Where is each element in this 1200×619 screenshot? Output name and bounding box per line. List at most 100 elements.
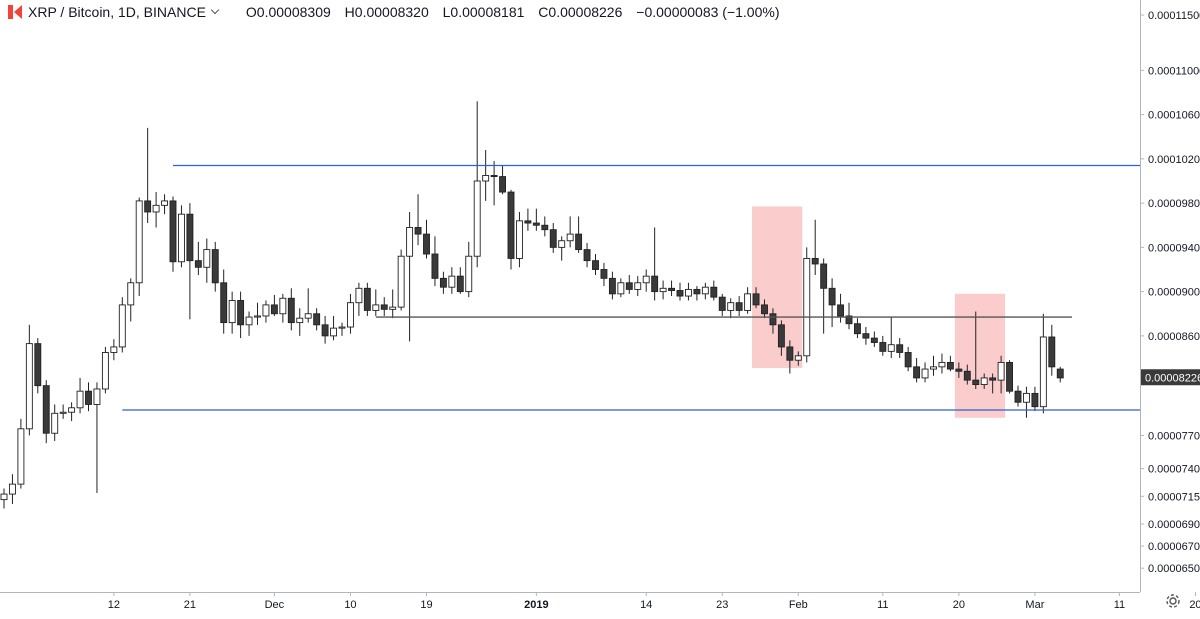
time-axis[interactable]: 12 21 Dec 10 19 2019 14 23 Feb 11 20 Mar 11 20	[108, 592, 1200, 611]
candle-up	[465, 255, 473, 293]
candle-up	[938, 361, 946, 368]
candle-down	[870, 337, 878, 343]
candle-down	[456, 275, 464, 293]
candle-down	[837, 304, 844, 317]
candle-up	[330, 327, 337, 337]
candle-up	[803, 257, 811, 357]
candle-up	[118, 304, 126, 348]
candle-down	[710, 286, 718, 298]
close-value: C0.00008226	[538, 4, 623, 20]
candle-up	[397, 255, 405, 308]
candle-up	[355, 287, 363, 304]
time-tick-label: 12	[108, 599, 120, 611]
candle-up	[59, 411, 67, 414]
legend: XRP / Bitcoin, 1D, BINANCE O0.00008309 H…	[0, 0, 790, 24]
chevron-down-icon[interactable]	[210, 5, 220, 15]
candle-down	[34, 343, 42, 387]
time-tick-label: Mar	[1025, 599, 1044, 611]
candle-down	[549, 229, 557, 248]
change-value: −0.00000083 (−1.00%)	[636, 4, 780, 20]
candle-up	[68, 407, 76, 413]
candle-down	[904, 352, 912, 368]
time-tick-label: 23	[716, 599, 728, 611]
candle-up	[685, 288, 692, 297]
candle-down	[820, 263, 828, 289]
candle-up	[25, 343, 33, 430]
last-price-label: 0.00008226	[1141, 369, 1200, 386]
candle-down	[1056, 368, 1064, 379]
candle-up	[245, 316, 253, 326]
candle-down	[1031, 392, 1039, 408]
candle-down	[42, 385, 50, 434]
candle-up	[101, 352, 109, 390]
candle-up	[701, 286, 709, 295]
candle-up	[17, 428, 25, 485]
candle-down	[845, 315, 853, 325]
highlight-box	[954, 293, 1006, 418]
candle-up	[617, 282, 625, 295]
candle-down	[1014, 390, 1022, 403]
candle-down	[423, 233, 430, 255]
candle-up	[296, 317, 304, 324]
candle-up	[161, 200, 169, 206]
candle-down	[541, 224, 549, 231]
candle-up	[634, 282, 642, 290]
low-value: L0.00008181	[442, 4, 525, 20]
candle-up	[980, 377, 988, 386]
candle-up	[254, 315, 261, 318]
candle-up	[135, 200, 143, 284]
candle-up	[406, 227, 414, 257]
candle-up	[727, 302, 735, 311]
candle-up	[279, 297, 287, 315]
candle-down	[85, 390, 92, 405]
candle-up	[794, 355, 802, 361]
candle-down	[270, 304, 278, 315]
candle-down	[211, 249, 219, 284]
highlight-box	[752, 206, 803, 368]
candle-up	[558, 240, 566, 248]
candle-up	[516, 220, 523, 259]
high-value: H0.00008320	[344, 4, 429, 20]
candle-down	[854, 323, 861, 335]
candle-up	[152, 204, 160, 213]
candle-down	[575, 233, 583, 251]
candle-down	[735, 302, 743, 311]
candle-down	[668, 287, 675, 291]
candle-down	[194, 260, 202, 268]
candle-down	[600, 269, 608, 279]
time-tick-label: 11	[1114, 599, 1125, 611]
gear-icon[interactable]	[1164, 592, 1182, 610]
candle-down	[752, 293, 760, 306]
candle-down	[651, 275, 659, 293]
candle-down	[811, 257, 819, 265]
candle-down	[879, 342, 887, 352]
candle-down	[169, 200, 177, 263]
candle-down	[431, 253, 439, 279]
symbol-title[interactable]: XRP / Bitcoin, 1D, BINANCE	[28, 4, 220, 20]
candle-down	[676, 290, 684, 297]
time-tick-label: 11	[877, 599, 888, 611]
candle-up	[448, 275, 456, 288]
candle-down	[989, 377, 997, 381]
symbol-title-text: XRP / Bitcoin, 1D, BINANCE	[28, 4, 206, 20]
candle-down	[828, 287, 836, 306]
candle-up	[887, 344, 895, 352]
candle-down	[769, 313, 777, 326]
candle-up	[389, 306, 397, 310]
time-tick-label: 19	[420, 599, 432, 611]
candle-up	[659, 287, 667, 293]
candle-up	[566, 233, 574, 242]
candle-down	[524, 220, 532, 224]
candle-down	[1048, 336, 1056, 368]
candle-down	[507, 191, 515, 259]
highlight-boxes	[752, 206, 1006, 418]
candle-down	[862, 333, 870, 339]
candle-down	[946, 361, 954, 370]
